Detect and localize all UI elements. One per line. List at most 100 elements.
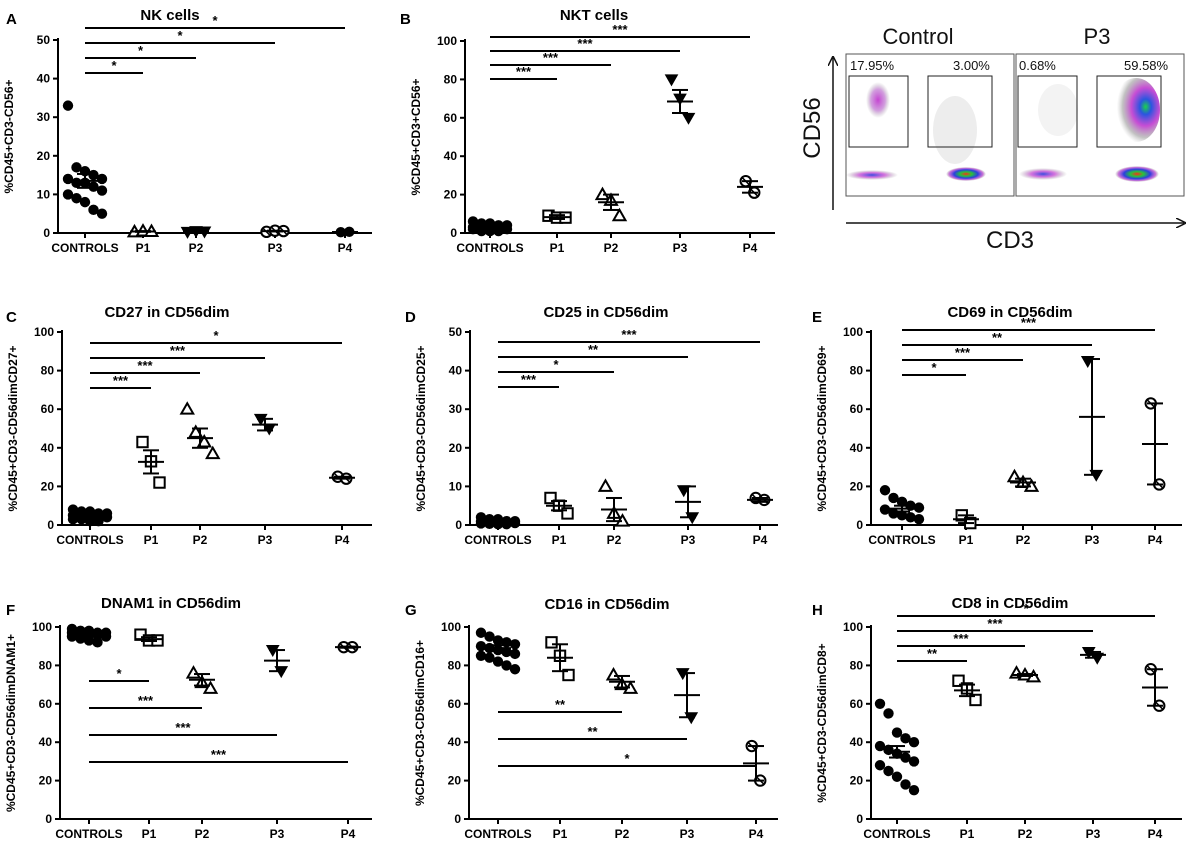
- data-group-P2: [1006, 468, 1040, 492]
- y-tick-label: 50: [37, 33, 51, 47]
- y-tick-label: 0: [450, 226, 457, 240]
- chart-title: CD27 in CD56dim: [104, 304, 229, 321]
- data-point: [509, 517, 521, 529]
- gate-percentage: 0.68%: [1019, 58, 1056, 73]
- y-tick-label: 100: [34, 325, 54, 339]
- gate-percentage: 17.95%: [850, 58, 895, 73]
- data-point: [84, 515, 96, 527]
- y-tick-label: 20: [41, 479, 55, 493]
- data-point: [891, 727, 903, 738]
- y-tick-label: 20: [449, 441, 463, 455]
- flow-cytometry-plot: Control P3 17.95% 3.00% 0.68% 59.58% CD5…: [799, 24, 1184, 254]
- data-point: [71, 193, 82, 204]
- x-tick-label: P2: [1016, 533, 1031, 547]
- chart-title: CD69 in CD56dim: [947, 304, 1072, 321]
- data-point: [597, 478, 614, 492]
- y-tick-label: 80: [444, 72, 458, 86]
- data-point: [93, 515, 104, 527]
- significance-label: ***: [521, 372, 537, 387]
- data-point: [196, 434, 212, 448]
- data-point: [202, 680, 219, 694]
- data-point: [75, 633, 86, 644]
- x-tick-label: P2: [607, 533, 622, 547]
- data-point: [88, 169, 99, 181]
- data-group-P3: [252, 413, 278, 436]
- data-point: [475, 518, 487, 529]
- x-tick-label: CONTROLS: [56, 533, 123, 547]
- data-point: [913, 502, 925, 513]
- chart-panel-A: A NK cells 0 10 20 30 40 50 %CD45+CD3-CD56+ CONTR…: [2, 7, 372, 255]
- data-group-P3: [664, 74, 696, 125]
- significance-label: ***: [1021, 315, 1037, 330]
- y-tick-label: 100: [437, 34, 457, 48]
- y-tick-label: 10: [37, 187, 51, 201]
- data-point: [681, 112, 696, 125]
- data-point: [501, 660, 512, 671]
- y-axis-label: %CD45+CD3-CD56dimDNAM1+: [4, 634, 18, 812]
- data-group-P1: [545, 636, 575, 682]
- data-point: [188, 424, 204, 438]
- data-group-P4: [1142, 397, 1168, 491]
- data-point: [509, 664, 521, 675]
- y-tick-label: 60: [39, 697, 53, 711]
- data-point: [888, 492, 899, 504]
- y-tick-label: 80: [41, 364, 55, 378]
- data-group-CONTROLS: [874, 698, 920, 796]
- x-tick-label: P4: [749, 827, 764, 841]
- data-group-CONTROLS: [62, 100, 108, 219]
- data-point: [952, 674, 965, 687]
- data-point: [891, 771, 903, 782]
- x-tick-label: P4: [338, 241, 353, 255]
- y-tick-label: 20: [850, 774, 864, 788]
- y-axis-label: %CD45+CD3+CD56+: [409, 78, 423, 195]
- data-group-P2: [605, 667, 639, 694]
- y-tick-label: 0: [454, 812, 461, 826]
- data-group-CONTROLS: [475, 512, 521, 530]
- data-point: [561, 507, 574, 520]
- data-point: [185, 665, 202, 679]
- panel-letter: H: [812, 602, 823, 619]
- data-point: [92, 637, 103, 648]
- y-tick-label: 40: [448, 735, 462, 749]
- significance-label: ***: [170, 343, 186, 358]
- y-tick-label: 0: [45, 812, 52, 826]
- data-point: [71, 162, 82, 173]
- significance-label: *: [553, 357, 559, 372]
- chart-panel-D: D CD25 in CD56dim 0 10 20 30 40 50 %CD45+CD3-CD5…: [405, 304, 778, 547]
- significance-label: *: [177, 28, 183, 43]
- data-point: [88, 181, 99, 192]
- data-group-P1: [126, 223, 160, 238]
- x-tick-label: P3: [673, 241, 688, 255]
- flow-gate: [848, 75, 909, 148]
- data-point: [545, 636, 558, 649]
- data-point: [900, 752, 911, 763]
- significance-label: ***: [987, 616, 1003, 631]
- data-point: [544, 491, 557, 505]
- data-point: [67, 514, 79, 525]
- x-tick-label: CONTROLS: [464, 533, 531, 547]
- data-point: [562, 668, 575, 682]
- significance-label: ***: [175, 720, 191, 735]
- x-tick-label: CONTROLS: [456, 241, 523, 255]
- significance-label: ***: [612, 22, 628, 37]
- data-point: [492, 635, 504, 646]
- y-tick-label: 80: [448, 658, 462, 672]
- y-tick-label: 30: [449, 402, 463, 416]
- x-tick-label: P3: [270, 827, 285, 841]
- flow-events-p3: [1019, 78, 1160, 182]
- gate-percentage: 59.58%: [1124, 58, 1169, 73]
- y-axis-label: %CD45+CD3-CD56+: [2, 79, 16, 193]
- data-group-P2: [179, 401, 221, 460]
- x-tick-label: P1: [144, 533, 159, 547]
- y-tick-label: 100: [843, 620, 863, 634]
- significance-label: *: [624, 751, 630, 766]
- data-point: [492, 656, 504, 667]
- significance-label: **: [992, 330, 1003, 345]
- data-point: [62, 100, 74, 111]
- significance-label: ***: [621, 327, 637, 342]
- x-tick-label: P3: [681, 533, 696, 547]
- data-point: [484, 652, 495, 663]
- y-tick-label: 100: [441, 620, 461, 634]
- y-tick-label: 40: [449, 364, 463, 378]
- x-tick-label: CONTROLS: [868, 533, 935, 547]
